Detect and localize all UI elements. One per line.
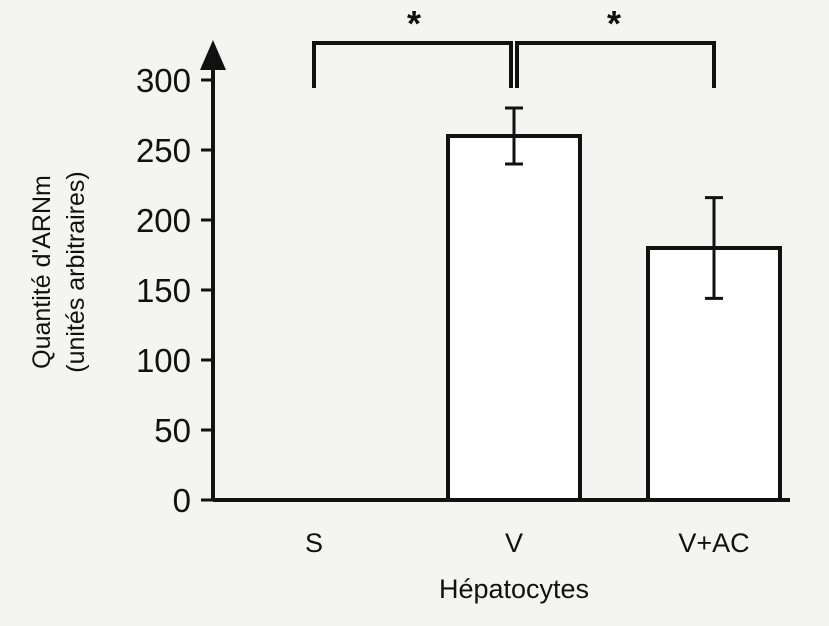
y-tick-label: 50 — [154, 412, 191, 449]
x-tick-label: S — [305, 528, 323, 558]
x-tick-label: V+AC — [678, 528, 749, 558]
y-axis-arrow — [200, 40, 226, 70]
y-tick-label: 300 — [136, 62, 191, 99]
bars — [248, 134, 782, 502]
x-tick-label: V — [505, 528, 523, 558]
bar — [446, 134, 582, 502]
significance-brackets: * * — [312, 3, 716, 88]
y-tick-label: 200 — [136, 202, 191, 239]
error-bars — [505, 106, 723, 300]
y-axis-label-line-2: (unités arbitraires) — [62, 171, 90, 372]
significance-star: * — [407, 3, 421, 44]
significance-star: * — [607, 3, 621, 44]
significance-bracket — [515, 41, 716, 88]
labels: Quantité d'ARNm (unités arbitraires) Hép… — [28, 171, 589, 604]
y-tick-label: 250 — [136, 132, 191, 169]
y-axis-label-line-1: Quantité d'ARNm — [28, 175, 56, 369]
x-axis-label: Hépatocytes — [439, 574, 589, 604]
y-tick-label: 0 — [173, 482, 191, 519]
significance-bracket — [312, 41, 513, 88]
y-tick-label: 150 — [136, 272, 191, 309]
y-tick-label: 100 — [136, 342, 191, 379]
